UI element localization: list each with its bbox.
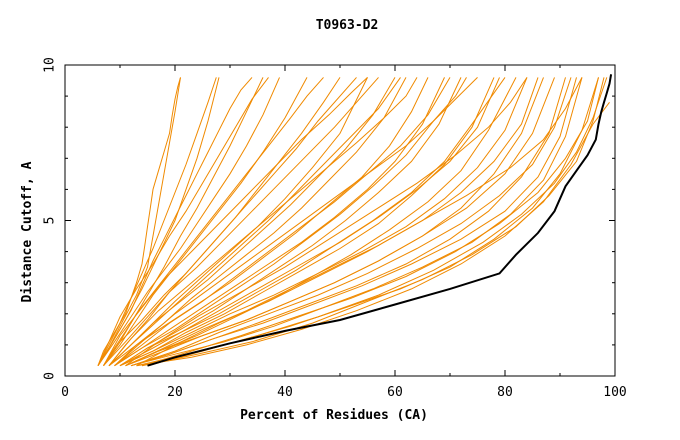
model-line-20 xyxy=(97,77,280,366)
model-line-17 xyxy=(141,77,605,367)
model-line-18 xyxy=(136,101,610,367)
y-axis-ticks: 0 5 10 xyxy=(43,57,615,380)
model-lines xyxy=(97,77,610,367)
model-line-26 xyxy=(119,77,528,367)
y-tick-label-10: 10 xyxy=(43,57,58,73)
model-line-2 xyxy=(97,77,181,366)
y-tick-label-0: 0 xyxy=(43,372,58,380)
chart-title: T0963-D2 xyxy=(316,18,379,33)
model-line-40 xyxy=(103,77,368,366)
x-tick-label-100: 100 xyxy=(603,385,626,400)
model-line-37 xyxy=(130,77,572,367)
model-line-34 xyxy=(114,77,451,367)
x-tick-label-20: 20 xyxy=(167,385,183,400)
x-tick-label-80: 80 xyxy=(497,385,513,400)
x-axis-label: Percent of Residues (CA) xyxy=(240,408,428,423)
model-line-31 xyxy=(103,77,324,366)
y-axis-label: Distance Cutoff, A xyxy=(20,161,35,302)
model-line-21 xyxy=(103,77,357,366)
model-line-36 xyxy=(125,77,539,367)
model-line-11 xyxy=(119,77,495,367)
model-line-22 xyxy=(108,77,396,367)
best-line-group xyxy=(147,74,613,367)
model-line-42 xyxy=(114,77,467,367)
model-line-28 xyxy=(130,77,577,367)
model-line-43 xyxy=(125,77,528,367)
model-line-29 xyxy=(97,77,217,366)
x-axis-ticks: 0 20 40 60 80 100 xyxy=(61,65,627,400)
model-line-24 xyxy=(114,77,478,367)
model-line-23 xyxy=(108,77,429,367)
x-tick-label-40: 40 xyxy=(277,385,293,400)
model-line-33 xyxy=(108,77,401,367)
x-tick-label-0: 0 xyxy=(61,385,69,400)
model-line-25 xyxy=(119,77,506,367)
model-line-27 xyxy=(125,77,555,367)
model-line-41 xyxy=(108,77,418,367)
model-line-10 xyxy=(119,77,462,367)
model-line-1 xyxy=(97,77,181,366)
best-model-line xyxy=(147,74,613,367)
model-line-19 xyxy=(97,77,253,366)
model-line-38 xyxy=(141,77,599,367)
model-line-9 xyxy=(114,77,445,367)
model-line-12 xyxy=(125,77,517,367)
model-line-5 xyxy=(103,77,308,367)
model-line-4 xyxy=(103,77,264,366)
x-tick-label-60: 60 xyxy=(387,385,403,400)
y-tick-label-5: 5 xyxy=(43,217,58,225)
model-line-30 xyxy=(97,77,269,366)
model-line-44 xyxy=(136,77,583,367)
model-line-32 xyxy=(103,77,379,367)
